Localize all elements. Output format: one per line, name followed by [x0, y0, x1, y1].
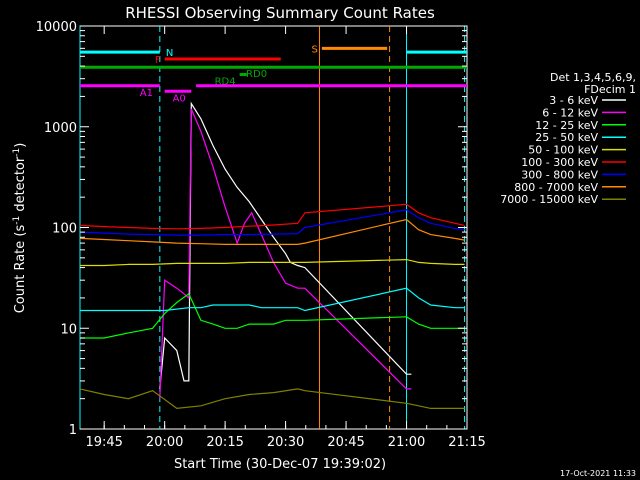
- series-line-4: [80, 258, 465, 267]
- y-axis-label-sup: -1: [12, 148, 22, 157]
- legend-entry-label: 12 - 25 keV: [535, 119, 598, 132]
- x-tick-label: 21:15: [448, 435, 485, 450]
- footer-timestamp: 17-Oct-2021 11:33: [560, 469, 636, 478]
- x-tick-label: 20:15: [206, 435, 243, 450]
- y-axis-label-part: Count Rate (s: [13, 225, 28, 314]
- chart-title: RHESSI Observing Summary Count Rates: [125, 4, 435, 22]
- flag-label-rd4: RD4: [215, 77, 236, 88]
- y-axis-label-part: ): [13, 143, 28, 148]
- legend-header-line: FDecim 1: [584, 83, 636, 96]
- legend-entry-label: 800 - 7000 keV: [514, 181, 598, 194]
- legend-entry-label: 25 - 50 keV: [535, 131, 598, 144]
- legend-entry-label: 50 - 100 keV: [528, 144, 598, 157]
- legend-entry-label: 100 - 300 keV: [521, 156, 598, 169]
- series-line-7: [79, 218, 465, 245]
- series-lines: [79, 101, 465, 410]
- legend-entry-label: 3 - 6 keV: [549, 94, 598, 107]
- x-axis-ticks: 19:45 20:00 20:15 20:30 20:45 21:00 21:15: [85, 26, 486, 450]
- y-tick-label: 10000: [36, 20, 77, 35]
- series-line-0: [159, 101, 412, 389]
- series-line-8: [79, 388, 465, 410]
- flag-label-f: F: [155, 55, 161, 66]
- y-tick-label: 10: [60, 322, 77, 337]
- y-tick-label: 1000: [44, 121, 77, 136]
- y-axis-label-sup: -1: [12, 216, 22, 225]
- y-tick-label: 1: [69, 423, 77, 438]
- legend-entry-label: 300 - 800 keV: [521, 168, 598, 181]
- flag-label-s: S: [312, 44, 318, 55]
- legend-entry-label: 6 - 12 keV: [542, 106, 598, 119]
- y-tick-label: 100: [52, 222, 77, 237]
- flag-label-rd0: RD0: [246, 69, 267, 80]
- series-line-5: [79, 203, 465, 230]
- series-line-1: [159, 108, 412, 399]
- legend-header-line: Det 1,3,4,5,6,9,: [550, 71, 636, 84]
- x-tick-label: 20:45: [327, 435, 364, 450]
- flag-label-a0: A0: [173, 93, 186, 104]
- x-tick-label: 21:00: [388, 435, 425, 450]
- y-axis-ticks: 1 10 100 1000 10000: [36, 20, 467, 438]
- series-line-2: [80, 292, 465, 339]
- y-axis-label: Count Rate (s-1 detector-1): [12, 143, 28, 314]
- x-tick-label: 19:45: [85, 435, 122, 450]
- series-line-3: [80, 287, 465, 312]
- legend-entry-label: 7000 - 15000 keV: [500, 193, 598, 206]
- flag-label-n: N: [166, 48, 173, 59]
- x-tick-label: 20:00: [146, 435, 183, 450]
- series-line-6: [79, 209, 465, 236]
- flag-bars: N S F RD0 RD4 A1 A0: [80, 44, 467, 104]
- x-tick-label: 20:30: [267, 435, 304, 450]
- x-axis-label: Start Time (30-Dec-07 19:39:02): [174, 457, 386, 472]
- y-axis-label-part: detector: [13, 156, 28, 216]
- flag-label-a1: A1: [140, 88, 153, 99]
